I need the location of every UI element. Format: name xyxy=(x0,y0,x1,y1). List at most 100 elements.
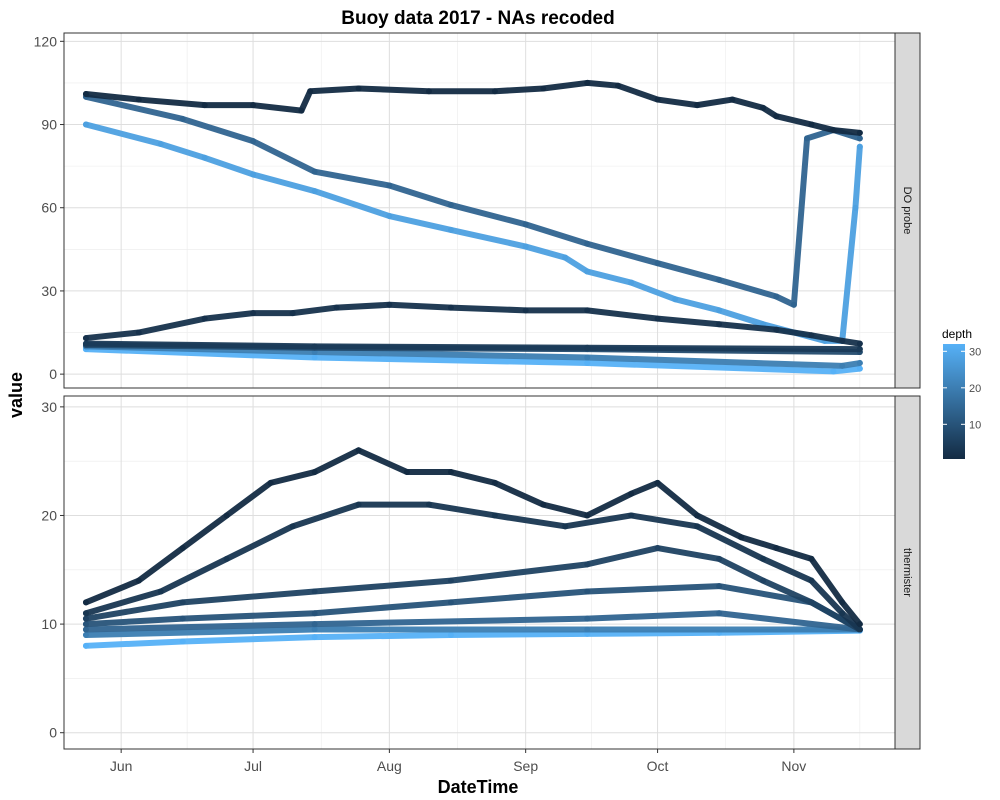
data-point xyxy=(386,301,393,308)
legend-tick-label: 30 xyxy=(969,346,981,358)
data-point xyxy=(447,469,454,476)
data-point xyxy=(628,512,635,519)
data-point xyxy=(856,626,863,633)
data-point xyxy=(540,501,547,508)
data-point xyxy=(760,577,767,584)
y-tick-label: 0 xyxy=(49,725,57,741)
data-point xyxy=(804,135,811,142)
data-point xyxy=(447,304,454,311)
y-tick-label: 20 xyxy=(41,507,57,523)
data-point xyxy=(311,188,318,195)
data-point xyxy=(157,140,164,147)
data-point xyxy=(584,79,591,86)
data-point xyxy=(694,102,701,109)
data-point xyxy=(856,346,863,353)
strip-label: DO probe xyxy=(901,187,913,235)
y-tick-label: 120 xyxy=(34,33,58,49)
data-point xyxy=(355,501,362,508)
data-point xyxy=(82,599,89,606)
data-point xyxy=(311,354,318,361)
data-point xyxy=(584,561,591,568)
data-point xyxy=(522,221,529,228)
series-depth-0_5 xyxy=(82,79,863,136)
x-axis: Jun Jul Aug Sep Oct Nov xyxy=(110,749,806,774)
x-tick-label: Oct xyxy=(647,758,669,774)
y-axis-title: value xyxy=(6,372,26,418)
data-point xyxy=(615,82,621,89)
data-point xyxy=(716,610,723,617)
data-point xyxy=(584,588,591,595)
data-point xyxy=(808,121,815,128)
data-point xyxy=(654,315,661,322)
data-point xyxy=(628,490,635,497)
data-point xyxy=(403,469,410,476)
data-point xyxy=(584,268,591,275)
data-point xyxy=(179,545,186,552)
data-point xyxy=(562,254,569,261)
data-point xyxy=(179,615,186,622)
series-depth-28 xyxy=(82,121,863,344)
data-point xyxy=(654,96,661,103)
data-point xyxy=(386,182,393,189)
data-point xyxy=(311,469,318,476)
y-tick-label: 30 xyxy=(41,283,57,299)
data-point xyxy=(82,335,89,342)
data-point xyxy=(311,343,318,350)
data-point xyxy=(729,96,736,103)
data-point xyxy=(425,501,432,508)
data-point xyxy=(856,365,863,372)
data-point xyxy=(311,621,318,628)
data-point xyxy=(311,610,318,617)
data-point xyxy=(584,512,591,519)
panel-border xyxy=(63,395,896,750)
data-point xyxy=(584,344,591,351)
data-point xyxy=(201,154,208,161)
data-point xyxy=(135,96,142,103)
series-depth-0_5 xyxy=(82,447,863,628)
data-point xyxy=(856,621,863,628)
x-tick-label: Sep xyxy=(513,758,538,774)
data-point xyxy=(311,588,318,595)
data-point xyxy=(491,512,498,519)
series-line xyxy=(82,501,863,633)
data-point xyxy=(839,337,846,344)
data-point xyxy=(267,479,274,486)
data-point xyxy=(760,104,767,111)
data-point xyxy=(839,362,846,369)
series-depth-2 xyxy=(82,301,863,347)
data-point xyxy=(856,340,863,347)
data-point xyxy=(447,599,454,606)
data-point xyxy=(250,310,257,317)
data-point xyxy=(491,479,498,486)
legend: depth 10 20 30 xyxy=(942,327,981,459)
data-point xyxy=(830,368,837,375)
data-point xyxy=(716,555,723,562)
series-line xyxy=(82,301,863,347)
data-point xyxy=(562,523,569,530)
data-point xyxy=(856,129,863,136)
facet-strip xyxy=(894,395,921,750)
data-point xyxy=(856,143,863,150)
data-point xyxy=(447,226,454,233)
data-point xyxy=(311,626,318,633)
data-point xyxy=(447,631,454,638)
data-point xyxy=(808,332,815,339)
data-point xyxy=(250,102,257,109)
y-tick-label: 90 xyxy=(41,117,57,133)
data-point xyxy=(201,315,208,322)
data-point xyxy=(584,626,591,633)
data-point xyxy=(760,555,767,562)
series-line xyxy=(82,340,863,353)
series-line xyxy=(82,447,863,628)
data-point xyxy=(82,121,89,128)
data-point xyxy=(773,545,780,552)
data-point xyxy=(694,512,701,519)
data-point xyxy=(654,545,661,552)
x-tick-label: Jun xyxy=(110,758,133,774)
data-point xyxy=(856,360,863,367)
data-point xyxy=(716,321,723,328)
data-point xyxy=(540,85,547,92)
x-tick-label: Aug xyxy=(377,758,402,774)
data-point xyxy=(425,88,432,95)
